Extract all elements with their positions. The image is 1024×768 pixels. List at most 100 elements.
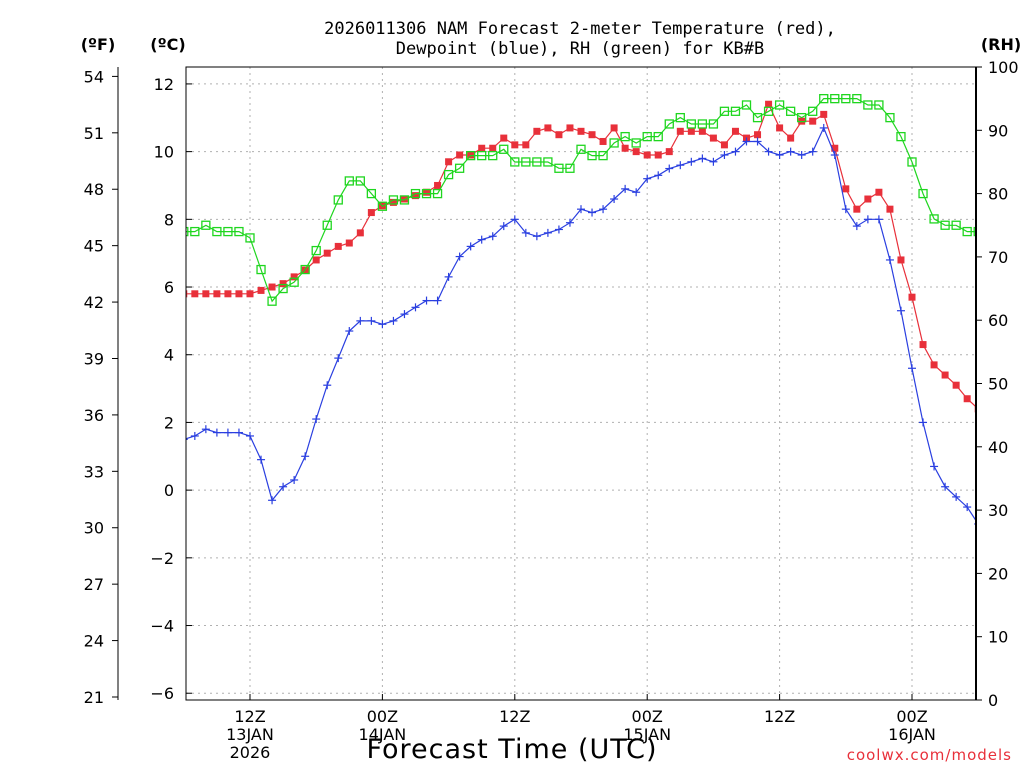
dewpoint-point xyxy=(996,554,1004,562)
f-tick-label: 21 xyxy=(84,688,104,707)
dewpoint-point xyxy=(565,218,574,227)
celsius-unit-label: (ºC) xyxy=(150,35,185,54)
rh-point xyxy=(454,163,465,173)
rh-point xyxy=(907,157,917,167)
dewpoint-point xyxy=(510,215,519,224)
dewpoint-point xyxy=(1018,581,1024,589)
rh-point xyxy=(410,188,421,199)
series-layer xyxy=(186,94,1024,589)
rh-tick-label: 20 xyxy=(988,564,1008,583)
c-tick-label: −4 xyxy=(150,617,174,636)
x-tick-label: 14JAN xyxy=(359,725,407,744)
dewpoint-point xyxy=(698,154,707,163)
rh-point xyxy=(918,188,928,199)
temperature-point xyxy=(367,209,375,217)
dewpoint-point xyxy=(345,327,354,336)
dewpoint-point xyxy=(378,320,387,329)
axes: 212427303336394245485154−6−4−20246810120… xyxy=(84,58,1019,762)
rh-point xyxy=(962,226,972,237)
rh-tick-label: 90 xyxy=(988,121,1008,140)
temperature-point xyxy=(831,144,839,152)
dewpoint-point xyxy=(709,157,718,166)
temperature-point xyxy=(776,124,784,132)
rh-point xyxy=(190,226,200,237)
temperature-point xyxy=(345,239,353,247)
dewpoint-point xyxy=(543,228,552,237)
rh-point xyxy=(466,150,476,161)
temperature-point xyxy=(709,134,717,142)
temperature-point xyxy=(875,188,883,196)
dewpoint-point xyxy=(389,316,398,325)
c-tick-label: 12 xyxy=(154,75,174,94)
dewpoint-point xyxy=(312,415,321,424)
dewpoint-point xyxy=(665,164,674,173)
rh-point xyxy=(278,283,288,294)
temperature-point xyxy=(941,371,949,379)
dewpoint-point xyxy=(930,462,939,471)
temperature-point xyxy=(411,192,419,200)
temperature-point xyxy=(522,141,530,149)
rh-point xyxy=(256,264,266,275)
temperature-point xyxy=(665,148,673,156)
temperature-point xyxy=(423,188,431,196)
temperature-point xyxy=(654,151,662,159)
temperature-point xyxy=(720,141,728,149)
dewpoint-point xyxy=(323,381,332,390)
temperature-point xyxy=(533,127,541,135)
temperature-point xyxy=(456,151,464,159)
c-tick-label: 8 xyxy=(164,210,174,229)
f-tick-label: 24 xyxy=(84,632,104,651)
dewpoint-point xyxy=(444,272,453,281)
dewpoint-point xyxy=(632,188,641,197)
temperature-point xyxy=(676,127,684,135)
rh-point xyxy=(212,226,222,237)
temperature-point xyxy=(202,290,210,298)
dewpoint-point xyxy=(654,171,663,180)
f-tick-label: 39 xyxy=(84,349,104,368)
temperature-point xyxy=(224,290,232,298)
temperature-point xyxy=(389,198,397,206)
dewpoint-point xyxy=(190,431,199,440)
rh-point xyxy=(366,188,377,199)
rh-point xyxy=(763,106,774,116)
rh-point xyxy=(719,106,730,116)
f-tick-label: 54 xyxy=(84,67,104,86)
rh-point xyxy=(708,119,719,129)
rh-point xyxy=(996,234,1004,242)
c-tick-label: 4 xyxy=(164,346,174,365)
rh-point xyxy=(333,195,343,205)
dewpoint-point xyxy=(764,147,773,156)
dewpoint-point xyxy=(896,306,905,315)
x-tick-label: 16JAN xyxy=(888,725,936,744)
rh-tick-label: 100 xyxy=(988,58,1019,77)
dewpoint-point xyxy=(411,303,420,312)
dewpoint-point xyxy=(621,184,630,193)
rh-point xyxy=(852,94,862,104)
rh-point xyxy=(432,188,443,199)
rh-point xyxy=(245,233,255,243)
dewpoint-point xyxy=(234,428,243,437)
rh-point xyxy=(289,277,299,287)
temperature-point xyxy=(687,127,695,135)
rh-point xyxy=(609,138,619,148)
temperature-point xyxy=(886,205,894,213)
dewpoint-point xyxy=(257,455,266,464)
rh-point xyxy=(774,100,785,110)
temperature-point xyxy=(632,148,640,156)
rh-point xyxy=(951,220,961,230)
credit-link[interactable]: coolwx.com/models xyxy=(847,746,1012,764)
rh-point xyxy=(587,150,597,161)
dewpoint-point xyxy=(588,208,597,217)
rh-point xyxy=(929,214,939,224)
rh-tick-label: 50 xyxy=(988,375,1008,394)
dewpoint-point xyxy=(212,428,221,437)
f-tick-label: 36 xyxy=(84,406,104,425)
rh-point xyxy=(355,176,365,186)
f-tick-label: 45 xyxy=(84,237,104,256)
dewpoint-point xyxy=(885,255,894,264)
rh-point xyxy=(399,195,410,205)
rh-point xyxy=(421,188,432,199)
rh-point xyxy=(521,157,531,167)
rh-tick-label: 0 xyxy=(988,691,998,710)
temperature-point xyxy=(853,205,861,213)
